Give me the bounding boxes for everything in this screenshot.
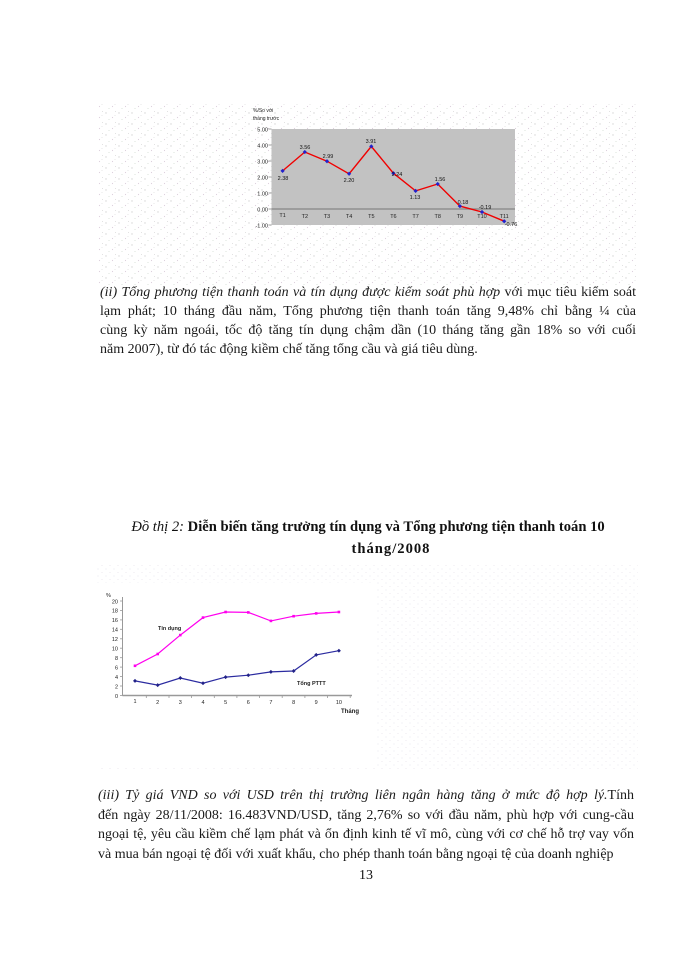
svg-text:12: 12 <box>112 637 118 643</box>
svg-text:1: 1 <box>133 699 136 705</box>
svg-text:tháng trước: tháng trước <box>253 116 280 122</box>
svg-text:4: 4 <box>201 700 204 706</box>
svg-text:14: 14 <box>112 628 118 634</box>
svg-text:1.13: 1.13 <box>410 195 421 201</box>
svg-text:8: 8 <box>115 656 118 662</box>
svg-text:T3: T3 <box>324 214 330 220</box>
svg-text:Tháng: Tháng <box>341 709 359 715</box>
svg-text:4.00: 4.00 <box>257 144 268 150</box>
svg-text:T2: T2 <box>302 214 308 220</box>
svg-text:10: 10 <box>336 700 342 706</box>
svg-text:T10: T10 <box>477 214 486 220</box>
svg-text:-0.19: -0.19 <box>479 205 492 211</box>
svg-text:T8: T8 <box>434 214 440 220</box>
svg-text:9: 9 <box>315 700 318 706</box>
svg-text:7: 7 <box>269 700 272 706</box>
svg-text:2.38: 2.38 <box>278 176 289 182</box>
svg-text:3.00: 3.00 <box>257 160 268 166</box>
svg-text:Tổng PTTT: Tổng PTTT <box>297 680 326 687</box>
svg-text:-1.00: -1.00 <box>255 224 268 230</box>
svg-text:2: 2 <box>156 700 159 706</box>
svg-text:6: 6 <box>247 700 250 706</box>
svg-text:T11: T11 <box>500 214 509 220</box>
svg-text:Tín dụng: Tín dụng <box>158 626 181 632</box>
svg-text:%: % <box>106 593 111 599</box>
svg-text:2: 2 <box>115 684 118 690</box>
svg-text:T7: T7 <box>412 214 418 220</box>
svg-text:0.00: 0.00 <box>257 208 268 214</box>
svg-text:2.24: 2.24 <box>392 172 403 178</box>
svg-text:0.18: 0.18 <box>458 200 469 206</box>
svg-text:2.99: 2.99 <box>323 154 334 160</box>
svg-text:T9: T9 <box>457 214 463 220</box>
svg-text:5.00: 5.00 <box>257 128 268 134</box>
svg-text:%/So với: %/So với <box>253 108 273 114</box>
svg-text:T1: T1 <box>279 213 285 219</box>
svg-text:3.56: 3.56 <box>300 145 311 151</box>
svg-text:5: 5 <box>224 700 227 706</box>
svg-text:-0.76: -0.76 <box>505 222 518 228</box>
svg-text:6: 6 <box>115 665 118 671</box>
svg-text:20: 20 <box>112 599 118 605</box>
svg-text:T5: T5 <box>368 214 374 220</box>
svg-text:18: 18 <box>112 609 118 615</box>
svg-text:2.20: 2.20 <box>344 178 355 184</box>
svg-text:1.00: 1.00 <box>257 192 268 198</box>
svg-text:3: 3 <box>179 700 182 706</box>
svg-text:10: 10 <box>112 647 118 653</box>
svg-text:16: 16 <box>112 618 118 624</box>
svg-text:4: 4 <box>115 675 118 681</box>
svg-text:3.91: 3.91 <box>366 139 377 145</box>
svg-text:0: 0 <box>115 694 118 700</box>
svg-text:1.56: 1.56 <box>435 177 446 183</box>
svg-text:8: 8 <box>292 700 295 706</box>
svg-text:2.00: 2.00 <box>257 176 268 182</box>
svg-text:T4: T4 <box>346 214 352 220</box>
svg-text:T6: T6 <box>390 214 396 220</box>
